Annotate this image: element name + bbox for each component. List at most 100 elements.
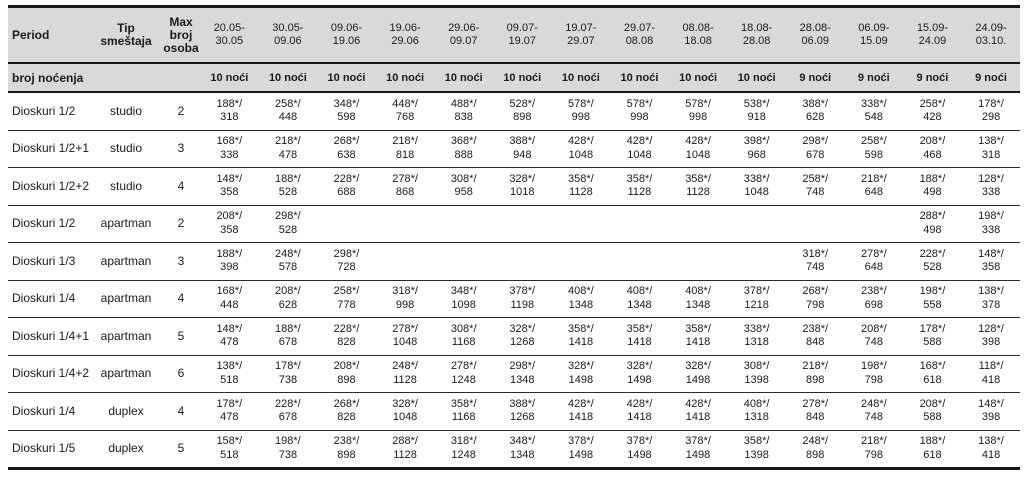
price-cell: 338*/ 548 [844,92,904,131]
row-period-label: Dioskuri 1/2 [8,92,90,131]
price-table-body: Period Tip smeštaja Max broj osoba 20.05- 3… [8,6,1021,469]
price-cell: 248*/ 578 [258,242,318,281]
price-cell: 428*/ 1418 [668,392,728,431]
price-cell: 248*/ 1128 [375,355,435,393]
price-cell: 178*/ 478 [200,392,259,431]
row-period-label: Dioskuri 1/4 [8,280,90,318]
nights-value: 10 noći [434,63,493,93]
row-accommodation-type: apartman [90,355,162,393]
price-cell: 348*/ 598 [317,92,376,131]
table-row: Dioskuri 1/5 duplex 5 158*/ 518 198*/ 738 238… [8,430,1021,469]
price-cell [317,205,376,243]
col-max-persons-header: Max broj osoba [162,6,200,64]
price-cell: 378*/ 1498 [668,430,728,469]
price-cell [844,205,904,243]
price-cell: 208*/ 468 [903,130,962,168]
price-cell: 358*/ 1128 [551,167,611,206]
price-cell: 338*/ 1318 [727,317,786,356]
nights-value: 10 noći [258,63,318,93]
nights-value: 10 noći [375,63,435,93]
price-cell: 218*/ 818 [375,130,435,168]
nights-value: 10 noći [551,63,611,93]
price-cell: 318*/ 998 [375,280,435,318]
date-range-header: 24.09- 03.10. [961,6,1021,64]
price-cell: 138*/ 318 [961,130,1021,168]
price-cell: 228*/ 528 [903,242,962,281]
price-cell: 188*/ 498 [903,167,962,206]
price-cell: 238*/ 848 [785,317,845,356]
price-cell: 358*/ 1418 [551,317,611,356]
date-range-header: 09.06- 19.06 [317,6,376,64]
row-period-label: Dioskuri 1/4+1 [8,317,90,356]
price-cell: 428*/ 1048 [610,130,669,168]
price-cell: 578*/ 998 [610,92,669,131]
price-cell: 188*/ 398 [200,242,259,281]
price-cell: 358*/ 1418 [668,317,728,356]
price-cell: 288*/ 498 [903,205,962,243]
price-cell: 348*/ 1348 [492,430,552,469]
price-cell: 408*/ 1348 [551,280,611,318]
price-cell [434,205,493,243]
date-range-header: 19.07- 29.07 [551,6,611,64]
price-cell: 448*/ 768 [375,92,435,131]
price-cell: 218*/ 648 [844,167,904,206]
table-row: Dioskuri 1/4+1 apartman 5 148*/ 478 188*/ 67… [8,317,1021,356]
price-cell: 148*/ 398 [961,392,1021,431]
price-cell: 258*/ 778 [317,280,376,318]
price-cell: 218*/ 898 [785,355,845,393]
price-cell: 278*/ 648 [844,242,904,281]
price-cell: 198*/ 738 [258,430,318,469]
price-cell: 168*/ 448 [200,280,259,318]
row-accommodation-type: duplex [90,392,162,431]
price-cell: 308*/ 1398 [727,355,786,393]
price-cell: 208*/ 628 [258,280,318,318]
price-cell: 298*/ 1348 [492,355,552,393]
price-cell [668,205,728,243]
row-max-persons: 5 [162,430,200,469]
price-cell: 208*/ 588 [903,392,962,431]
price-cell: 228*/ 678 [258,392,318,431]
price-cell: 278*/ 1248 [434,355,493,393]
price-cell: 378*/ 1198 [492,280,552,318]
price-cell: 368*/ 888 [434,130,493,168]
row-period-label: Dioskuri 1/2+1 [8,130,90,168]
price-cell: 228*/ 828 [317,317,376,356]
price-cell: 138*/ 518 [200,355,259,393]
price-cell: 248*/ 748 [844,392,904,431]
price-cell: 148*/ 478 [200,317,259,356]
row-period-label: Dioskuri 1/3 [8,242,90,281]
price-cell: 578*/ 998 [668,92,728,131]
price-cell: 408*/ 1348 [610,280,669,318]
price-cell: 428*/ 1048 [668,130,728,168]
price-cell [375,205,435,243]
row-accommodation-type: apartman [90,205,162,243]
price-cell: 318*/ 1248 [434,430,493,469]
row-accommodation-type: studio [90,92,162,131]
price-cell: 258*/ 428 [903,92,962,131]
price-cell: 268*/ 798 [785,280,845,318]
row-max-persons: 2 [162,205,200,243]
price-cell: 268*/ 828 [317,392,376,431]
date-range-header: 20.05- 30.05 [200,6,259,64]
price-cell [492,242,552,281]
price-cell: 118*/ 418 [961,355,1021,393]
nights-value: 10 noći [668,63,728,93]
table-row: Dioskuri 1/4 duplex 4 178*/ 478 228*/ 678 268… [8,392,1021,431]
price-cell: 328*/ 1498 [551,355,611,393]
price-cell: 238*/ 698 [844,280,904,318]
row-max-persons: 5 [162,317,200,356]
price-cell [668,242,728,281]
date-range-header: 30.05- 09.06 [258,6,318,64]
row-period-label: Dioskuri 1/2+2 [8,167,90,206]
price-cell: 158*/ 518 [200,430,259,469]
price-cell [551,242,611,281]
price-cell: 168*/ 618 [903,355,962,393]
nights-value: 10 noći [610,63,669,93]
row-max-persons: 4 [162,392,200,431]
price-cell: 258*/ 748 [785,167,845,206]
price-cell: 428*/ 1418 [551,392,611,431]
price-cell: 358*/ 1128 [668,167,728,206]
date-range-header: 08.08- 18.08 [668,6,728,64]
price-cell [727,205,786,243]
price-cell: 348*/ 1098 [434,280,493,318]
